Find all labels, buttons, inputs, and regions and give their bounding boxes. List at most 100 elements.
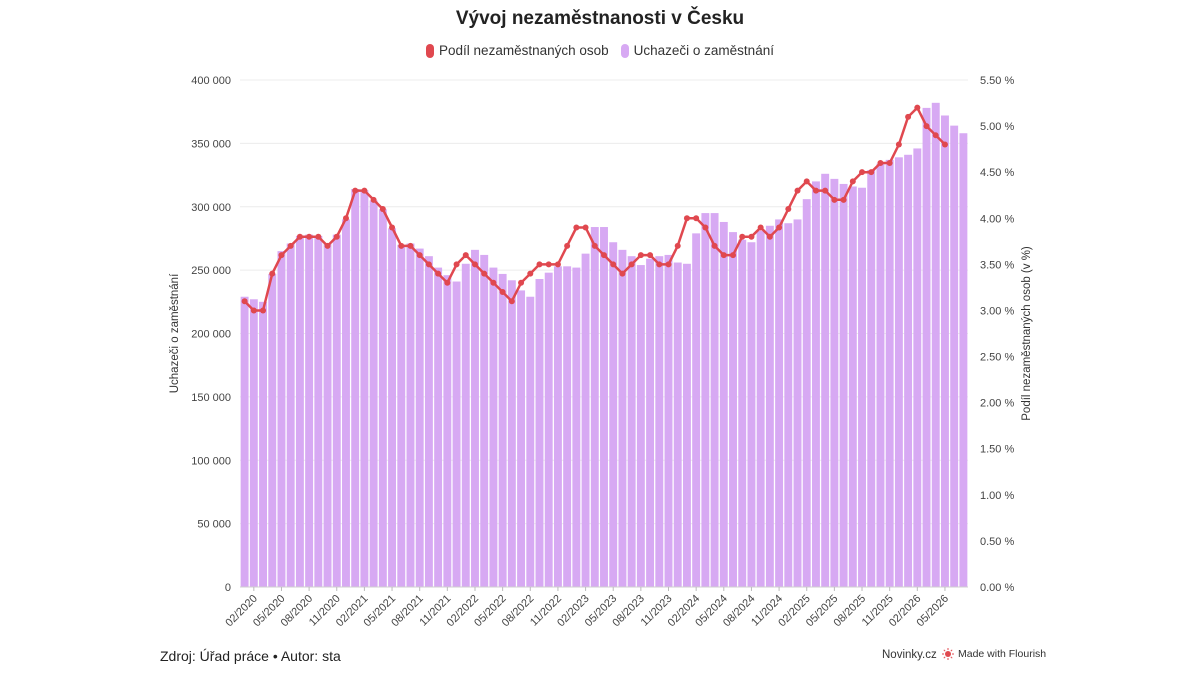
bar: [692, 233, 701, 587]
rate-point: [665, 261, 672, 268]
bar: [581, 253, 590, 587]
bar: [259, 301, 268, 587]
rate-point: [315, 233, 322, 240]
y-right-tick-label: 0.00 %: [980, 582, 1014, 594]
rate-point: [554, 261, 561, 268]
bar: [931, 102, 940, 587]
rate-point: [720, 252, 727, 259]
rate-point: [278, 252, 285, 259]
bar: [443, 275, 452, 587]
legend-item-applicants[interactable]: Uchazeči o zaměstnání: [620, 43, 774, 58]
bar: [526, 296, 535, 587]
bar: [314, 235, 323, 587]
rate-point: [914, 104, 921, 111]
rate-point: [932, 132, 939, 139]
bar: [913, 148, 922, 587]
rate-point: [260, 307, 267, 314]
bar: [563, 266, 572, 587]
bar: [876, 163, 885, 587]
bar: [940, 115, 949, 588]
rate-point: [287, 242, 294, 249]
bar: [498, 273, 507, 587]
y-right-tick-label: 3.00 %: [980, 305, 1014, 317]
rate-point: [693, 215, 700, 222]
bar: [553, 266, 562, 587]
rate-point: [250, 307, 257, 314]
bar: [452, 281, 461, 587]
bar: [885, 159, 894, 588]
rate-point: [582, 224, 589, 231]
bar: [839, 183, 848, 587]
bar: [305, 234, 314, 587]
bar: [406, 243, 415, 587]
rate-point: [370, 196, 377, 203]
bar: [765, 225, 774, 587]
rate-point: [905, 113, 912, 120]
legend: Podíl nezaměstnaných osob Uchazeči o zam…: [0, 43, 1200, 58]
rate-point: [803, 178, 810, 185]
y-left-tick-label: 300 000: [191, 202, 231, 214]
rate-point: [591, 242, 598, 249]
bar: [471, 249, 479, 587]
rate-point: [425, 261, 432, 268]
y-right-tick-label: 4.50 %: [980, 167, 1014, 179]
rate-point: [647, 252, 654, 259]
bar: [618, 249, 627, 587]
bar: [535, 278, 544, 587]
bar: [775, 219, 784, 588]
y-left-tick-label: 150 000: [191, 392, 231, 404]
rate-point: [389, 224, 396, 231]
chart-title: Vývoj nezaměstnanosti v Česku: [455, 8, 745, 29]
rate-point: [444, 279, 451, 286]
rate-point: [831, 196, 838, 203]
rate-point: [702, 224, 709, 231]
rate-point: [324, 242, 331, 249]
bar: [830, 178, 839, 588]
rate-point: [785, 206, 792, 213]
y-left-tick-label: 50 000: [197, 519, 231, 531]
bar: [664, 254, 673, 588]
bar: [434, 267, 443, 587]
bar: [415, 248, 424, 587]
rate-point: [923, 123, 930, 130]
y-right-tick-label: 1.50 %: [980, 444, 1014, 456]
legend-item-rate[interactable]: Podíl nezaměstnaných osob: [426, 43, 609, 58]
bar: [922, 107, 931, 587]
rate-point: [619, 270, 626, 277]
rate-point: [941, 141, 948, 148]
rate-point: [628, 261, 635, 268]
bar: [600, 227, 608, 587]
y-left-tick-label: 200 000: [191, 329, 231, 341]
bar: [268, 273, 277, 587]
made-with-flourish[interactable]: Made with Flourish: [942, 648, 1046, 660]
bar: [332, 234, 341, 587]
bar: [507, 280, 516, 587]
bar: [784, 223, 793, 588]
rate-point: [508, 298, 515, 305]
rate-point: [481, 270, 488, 277]
bar: [286, 243, 295, 587]
rate-point: [739, 233, 746, 240]
bar: [793, 219, 802, 588]
bar: [627, 256, 636, 587]
bar: [572, 267, 581, 587]
y-left-tick-label: 400 000: [191, 75, 231, 87]
rate-point: [296, 233, 303, 240]
bar: [369, 200, 378, 587]
bar: [719, 221, 728, 587]
rate-point: [416, 252, 423, 259]
bar: [655, 256, 664, 587]
y-right-tick-label: 1.00 %: [980, 490, 1014, 502]
bar: [738, 239, 747, 587]
y-left-tick-label: 250 000: [191, 265, 231, 277]
rate-point: [545, 261, 552, 268]
rate-point: [794, 187, 801, 194]
rate-point: [269, 270, 276, 277]
rate-point: [757, 224, 764, 231]
rate-point: [527, 270, 534, 277]
bar: [682, 263, 691, 587]
bar: [867, 169, 876, 587]
legend-label-applicants: Uchazeči o zaměstnání: [633, 43, 774, 58]
bar: [756, 230, 765, 587]
source-note: Zdroj: Úřad práce • Autor: sta: [160, 648, 341, 664]
